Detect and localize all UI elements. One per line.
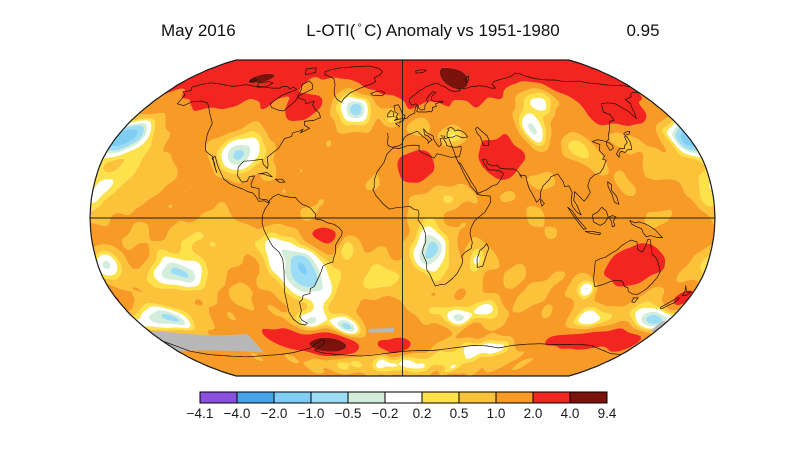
svg-text:−4.1: −4.1	[187, 406, 214, 421]
svg-text:2.0: 2.0	[524, 406, 543, 421]
svg-text:4.0: 4.0	[561, 406, 580, 421]
svg-text:−0.2: −0.2	[372, 406, 399, 421]
svg-text:−4.0: −4.0	[224, 406, 251, 421]
svg-text:0.2: 0.2	[413, 406, 432, 421]
svg-text:May 2016: May 2016	[161, 21, 236, 40]
svg-text:−2.0: −2.0	[261, 406, 288, 421]
svg-text:9.4: 9.4	[598, 406, 617, 421]
svg-text:−1.0: −1.0	[298, 406, 325, 421]
svg-text:1.0: 1.0	[487, 406, 506, 421]
svg-text:0.5: 0.5	[450, 406, 469, 421]
svg-text:L-OTI( ° C) Anomaly vs 1951-19: L-OTI( ° C) Anomaly vs 1951-1980	[306, 21, 560, 40]
svg-text:0.95: 0.95	[626, 21, 659, 40]
svg-text:−0.5: −0.5	[335, 406, 362, 421]
